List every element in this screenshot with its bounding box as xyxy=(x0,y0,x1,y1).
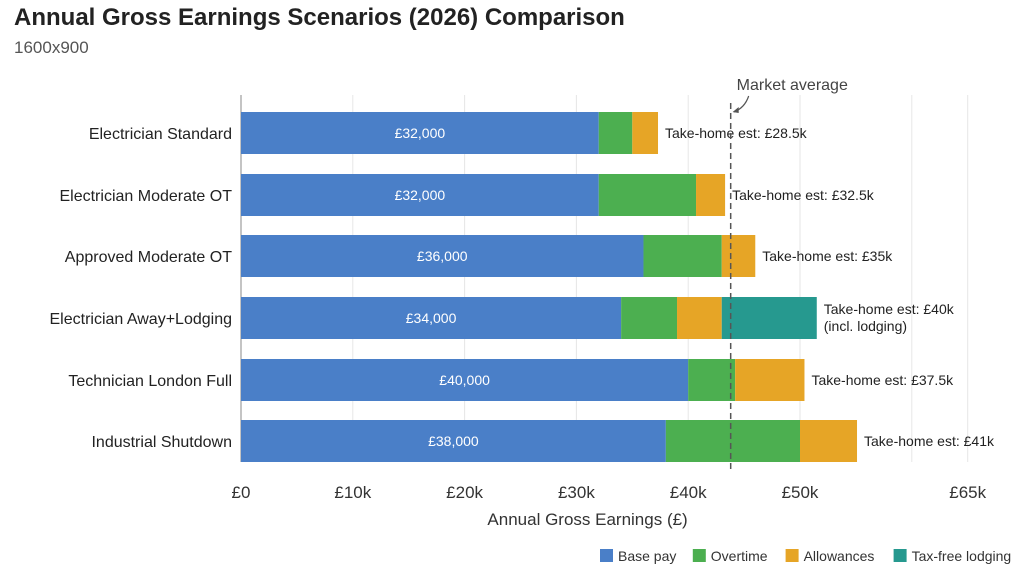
x-tick-label: £30k xyxy=(558,483,595,502)
bar-segment-overtime xyxy=(665,420,800,462)
bar-segment-allowances xyxy=(721,235,756,277)
category-label: Technician London Full xyxy=(68,373,232,390)
base-value-label: £40,000 xyxy=(439,372,490,388)
bar-segment-overtime xyxy=(643,235,722,277)
take-home-annotation: (incl. lodging) xyxy=(824,318,907,334)
legend-label: Allowances xyxy=(804,548,875,564)
bar-segment-overtime xyxy=(688,359,736,401)
arrowhead-icon xyxy=(732,107,739,113)
category-label: Approved Moderate OT xyxy=(65,249,232,266)
x-tick-label: £50k xyxy=(782,483,819,502)
category-label: Industrial Shutdown xyxy=(91,434,232,451)
category-label: Electrician Moderate OT xyxy=(59,188,232,205)
take-home-annotation: Take-home est: £40k xyxy=(824,301,955,317)
legend-swatch xyxy=(785,549,799,562)
base-value-label: £32,000 xyxy=(395,187,446,203)
legend-swatch xyxy=(692,549,706,562)
legend-swatch xyxy=(893,549,907,562)
base-value-label: £36,000 xyxy=(417,248,468,264)
x-tick-label: £0 xyxy=(232,483,251,502)
x-tick-label: £10k xyxy=(334,483,371,502)
bar-segment-base-pay xyxy=(241,112,599,154)
bar-segment-tax-free-lodging xyxy=(721,297,817,339)
legend-label: Overtime xyxy=(711,548,768,564)
bar-segment-allowances xyxy=(632,112,659,154)
x-tick-label: £40k xyxy=(670,483,707,502)
take-home-annotation: Take-home est: £35k xyxy=(762,248,893,264)
take-home-annotation: Take-home est: £41k xyxy=(864,433,995,449)
take-home-annotation: Take-home est: £28.5k xyxy=(665,125,808,141)
page-subtitle: 1600x900 xyxy=(14,38,89,57)
bar-segment-base-pay xyxy=(241,235,644,277)
bar-segment-base-pay xyxy=(241,420,666,462)
market-average-label: Market average xyxy=(737,77,848,94)
category-label: Electrician Standard xyxy=(89,126,232,143)
x-tick-label: £65k xyxy=(949,483,986,502)
legend-swatch xyxy=(600,549,613,562)
legend-label: Base pay xyxy=(618,548,676,564)
bar-segment-allowances xyxy=(800,420,858,462)
bar-segment-allowances xyxy=(696,174,726,216)
legend-label: Tax-free lodging xyxy=(912,548,1012,564)
take-home-annotation: Take-home est: £37.5k xyxy=(811,372,954,388)
bar-segment-allowances xyxy=(735,359,805,401)
page-title: Annual Gross Earnings Scenarios (2026) C… xyxy=(14,4,625,31)
base-value-label: £38,000 xyxy=(428,433,479,449)
bar-segment-overtime xyxy=(621,297,678,339)
x-tick-label: £20k xyxy=(446,483,483,502)
bar-segment-overtime xyxy=(598,112,633,154)
bar-segment-base-pay xyxy=(241,297,622,339)
category-label: Electrician Away+Lodging xyxy=(50,311,233,328)
base-value-label: £34,000 xyxy=(406,310,457,326)
bar-segment-base-pay xyxy=(241,359,689,401)
bar-segment-allowances xyxy=(677,297,722,339)
bar-segment-base-pay xyxy=(241,174,599,216)
base-value-label: £32,000 xyxy=(395,125,446,141)
bar-segment-overtime xyxy=(598,174,697,216)
x-axis-title: Annual Gross Earnings (£) xyxy=(487,510,687,529)
take-home-annotation: Take-home est: £32.5k xyxy=(732,187,875,203)
